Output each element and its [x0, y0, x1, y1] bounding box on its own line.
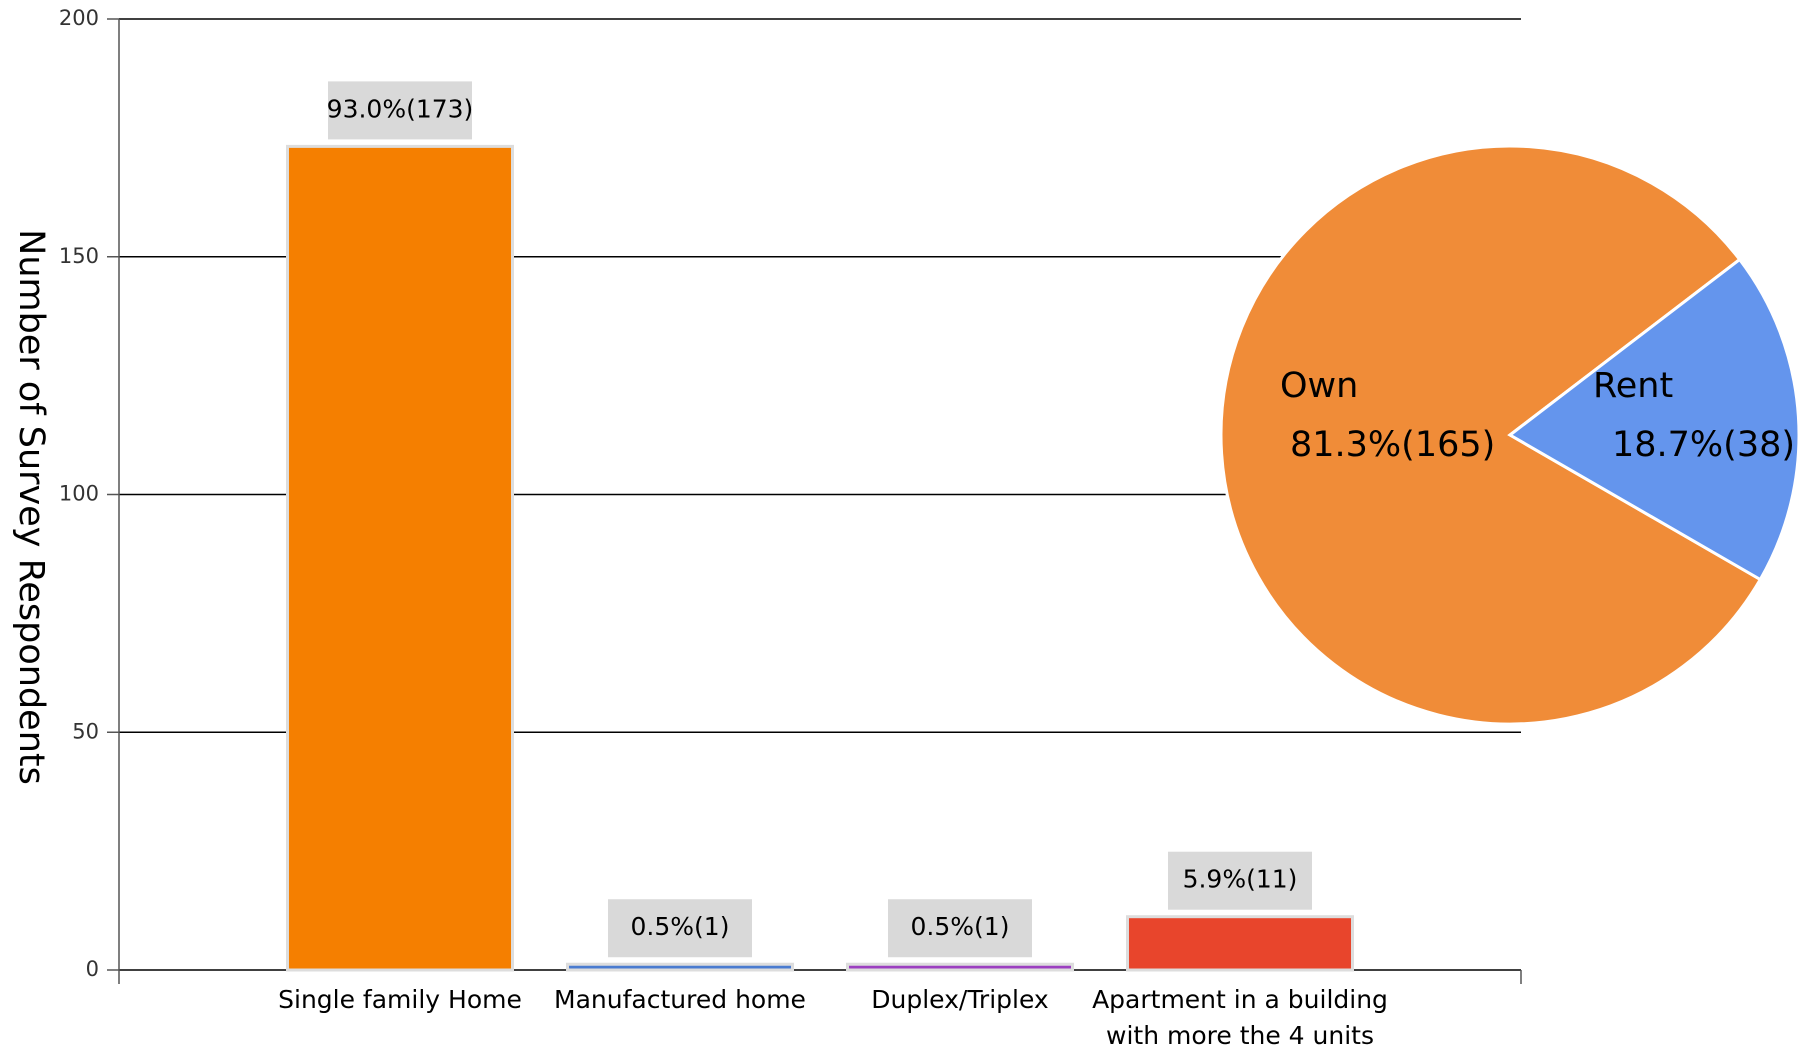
y-tick-label: 50: [72, 719, 99, 743]
y-tick-label: 0: [86, 957, 99, 981]
slice-value-label: 81.3%(165): [1290, 425, 1495, 465]
y-axis-title: Number of Survey Respondents: [11, 229, 51, 785]
y-tick-label: 200: [59, 6, 99, 30]
value-label-box: [1168, 851, 1312, 910]
value-label: 0.5%(1): [631, 912, 730, 941]
y-tick-label: 150: [59, 244, 99, 268]
value-label-box: [888, 899, 1032, 958]
x-tick-label: Manufactured home: [554, 985, 806, 1014]
value-label: 0.5%(1): [911, 912, 1010, 941]
bar: [1126, 915, 1354, 972]
x-tick-label: Single family Home: [278, 985, 522, 1014]
value-label-box: [608, 899, 752, 958]
pie-slice: [1219, 144, 1763, 726]
bar: [566, 962, 794, 972]
bar: [286, 144, 514, 972]
value-label: 5.9%(11): [1183, 865, 1298, 894]
slice-label: Rent: [1593, 366, 1673, 406]
bar: [846, 962, 1074, 972]
slice-label: Own: [1280, 366, 1358, 406]
pie-slice: [1507, 257, 1801, 582]
value-label-box: [328, 81, 472, 140]
value-label: 93.0%(173): [327, 94, 474, 123]
slice-value-label: 18.7%(38): [1612, 425, 1795, 465]
x-tick-label: Apartment in a building with more the 4 …: [1092, 985, 1388, 1050]
x-tick-label: Duplex/Triplex: [871, 985, 1049, 1014]
y-tick-label: 100: [59, 482, 99, 506]
